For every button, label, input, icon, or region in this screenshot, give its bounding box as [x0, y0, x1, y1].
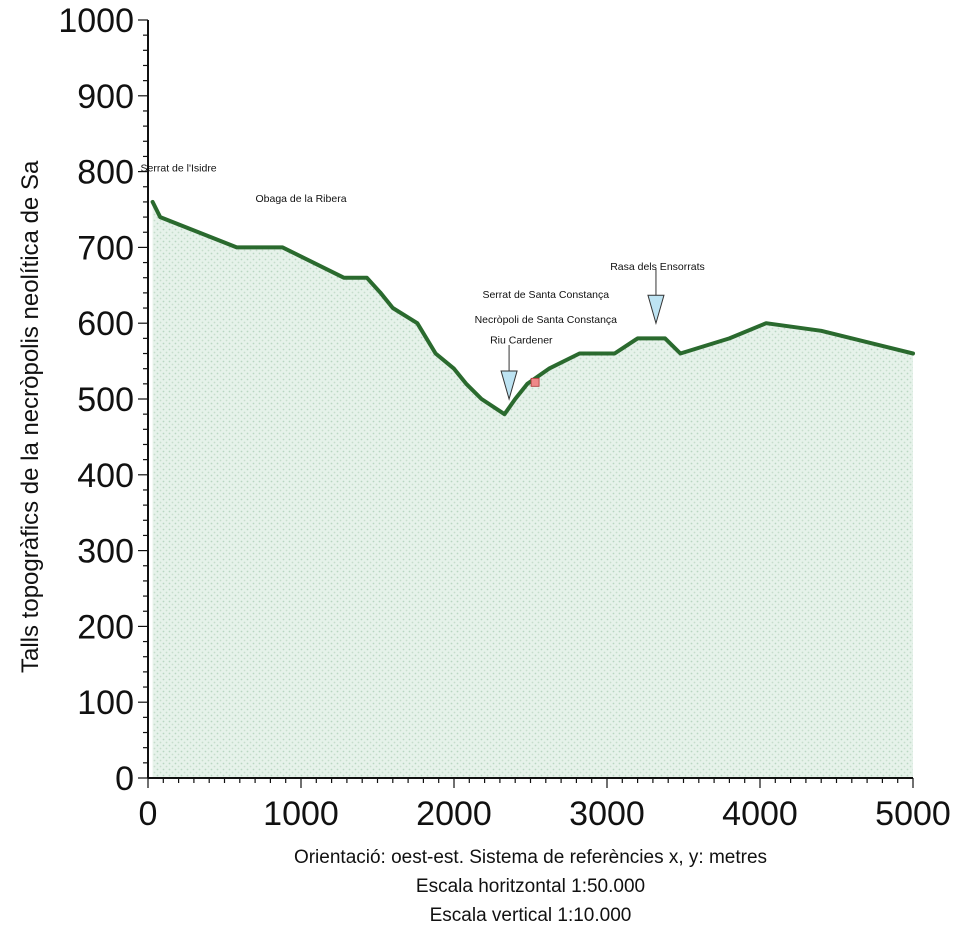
terrain-fill-area: [152, 201, 914, 778]
annotation-label: Necròpoli de Santa Constança: [475, 314, 618, 326]
location-marker-triangle: [500, 370, 518, 401]
x-tick-label: 2000: [416, 795, 492, 833]
y-axis-label: Talls topogràfics de la necròpolis neolí…: [17, 160, 44, 673]
y-tick-label: 800: [77, 154, 134, 192]
location-marker-triangle: [647, 294, 665, 326]
markers: [500, 269, 665, 401]
x-tick-label: 5000: [875, 795, 951, 833]
annotation-label: Serrat de l'Isidre: [141, 163, 217, 175]
x-tick-label: 1000: [263, 795, 339, 833]
annotations: Serrat de l'Isidre Obaga de la Ribera Rasa…: [141, 163, 705, 347]
y-tick-label: 400: [77, 457, 134, 495]
axes: [138, 19, 914, 788]
y-tick-label: 0: [115, 760, 134, 798]
y-tick-label: 700: [77, 229, 134, 267]
y-tick-label: 600: [77, 305, 134, 343]
terrain-area: [152, 201, 914, 778]
annotation-label: Rasa dels Ensorrats: [610, 261, 705, 273]
caption-orientation: Orientació: oest-est. Sistema de referèn…: [293, 847, 768, 868]
annotation-label: Riu Cardener: [490, 335, 553, 347]
annotation-label: Obaga de la Ribera: [255, 193, 346, 205]
caption-horizontal-scale: Escala horitzontal 1:50.000: [415, 876, 646, 897]
location-marker-square: [530, 377, 540, 387]
annotation-label: Serrat de Santa Constança: [482, 289, 609, 301]
y-tick-label: 500: [77, 381, 134, 419]
y-tick-label: 900: [77, 78, 134, 116]
caption-vertical-scale: Escala vertical 1:10.000: [429, 905, 632, 926]
series-line-0: [150, 199, 915, 417]
x-tick-label: 4000: [722, 795, 798, 833]
tick-labels: 0 100 200 300 400 500 600 700 800 900 1000 0 1000 200…: [58, 2, 950, 833]
y-tick-label: 200: [77, 608, 134, 646]
terrain-profile-line: [150, 199, 915, 417]
x-tick-label: 3000: [569, 795, 645, 833]
x-tick-label: 0: [139, 795, 158, 833]
y-tick-label: 1000: [58, 2, 134, 40]
y-tick-label: 100: [77, 684, 134, 722]
y-tick-label: 300: [77, 533, 134, 571]
